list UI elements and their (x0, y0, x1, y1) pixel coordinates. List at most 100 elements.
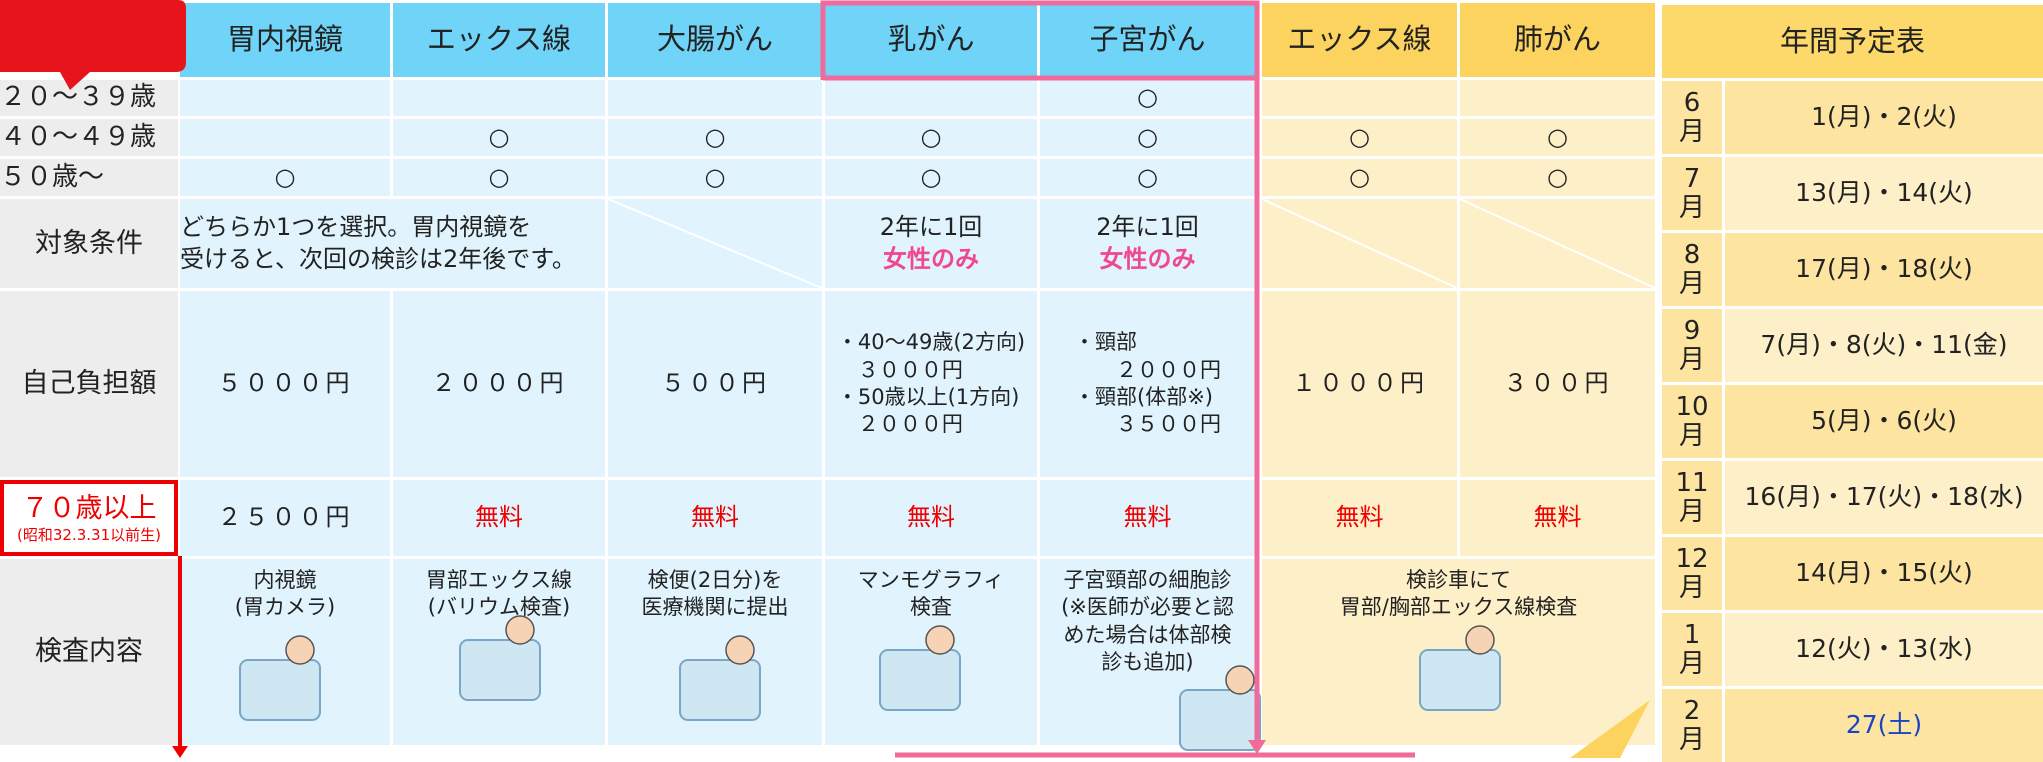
cell-text: ５００円 (661, 369, 769, 398)
empty-cell (1460, 80, 1655, 116)
month: 10 月 (1662, 385, 1722, 458)
cell-text: ○ (704, 162, 726, 191)
cell: マンモグラフィ 検査 (825, 559, 1037, 745)
column-header: エックス線 (1262, 3, 1457, 77)
cell: ○ (608, 119, 822, 156)
label-text: ４０～４９歳 (0, 121, 157, 152)
label-text: ７０歳以上 (21, 492, 157, 524)
cell: ○ (180, 159, 390, 196)
cell-text: ○ (1547, 162, 1568, 191)
empty-cell (180, 80, 390, 116)
row-label: 自己負担額 (0, 291, 178, 477)
cell-text: ○ (1547, 122, 1568, 151)
cell-text: 無料 (1533, 503, 1582, 532)
cell-text: ２０００円 (431, 369, 567, 398)
cell-text: 2年に1回 (879, 213, 983, 242)
label-text: 対象条件 (35, 227, 143, 259)
cell-text: ○ (704, 122, 726, 151)
cell: 検診車にて 胃部/胸部エックス線検査 (1262, 559, 1655, 745)
cell: 2年に1回 女性のみ (1040, 199, 1255, 288)
row-label: ２０～３９歳 (0, 80, 178, 116)
cell: 無料 (1460, 480, 1655, 556)
row-label: 検査内容 (0, 559, 178, 745)
cell: ○ (393, 119, 605, 156)
cell: ・頸部 ２０００円 ・頸部(体部※) ３５００円 (1040, 291, 1255, 477)
cell-text: ２５００円 (217, 503, 353, 532)
cell: ○ (1262, 159, 1457, 196)
cell-text: ○ (1137, 122, 1158, 151)
cell: 無料 (825, 480, 1037, 556)
cell-text: ○ (488, 162, 510, 191)
cell-note: 女性のみ (883, 244, 979, 273)
cell-text: １０００円 (1292, 369, 1427, 398)
cell-text: ・40～49歳(2方向) ３０００円 ・50歳以上(1方向) ２０００円 (836, 330, 1026, 437)
label-text: 自己負担額 (21, 368, 157, 400)
month: 6 月 (1662, 81, 1722, 154)
row-label: ４０～４９歳 (0, 119, 178, 156)
cell-text: 無料 (907, 503, 955, 532)
column-header: 大腸がん (608, 3, 822, 77)
label-text: ２０～３９歳 (0, 82, 157, 113)
cell: 内視鏡 (胃カメラ) (180, 559, 390, 745)
empty-cell (180, 119, 390, 156)
dates: 13(月)・14(火) (1725, 157, 2043, 230)
empty-cell (393, 80, 605, 116)
column-header: 子宮がん (1040, 3, 1255, 77)
cell-text: ○ (920, 122, 942, 151)
cell: １０００円 (1262, 291, 1457, 477)
label-text: ５０歳～ (0, 161, 105, 192)
cell: ○ (393, 159, 605, 196)
cell: ○ (1040, 159, 1255, 196)
empty-cell (1262, 80, 1457, 116)
column-header: エックス線 (393, 3, 605, 77)
cell: ○ (1040, 80, 1255, 116)
cell-text: 無料 (1335, 503, 1384, 532)
month: 9 月 (1662, 309, 1722, 382)
dates: 12(火)・13(水) (1725, 613, 2043, 686)
cell-text: マンモグラフィ 検査 (857, 568, 1005, 620)
cell-text: ○ (274, 162, 296, 191)
cell: 無料 (1262, 480, 1457, 556)
cell: ○ (608, 159, 822, 196)
row-label: ７０歳以上 (昭和32.3.31以前生) (0, 480, 178, 556)
schedule-title: 年間予定表 (1662, 5, 2043, 78)
cell-text: 検便(2日分)を 医療機関に提出 (641, 568, 789, 620)
cell: ○ (825, 119, 1037, 156)
dates: 7(月)・8(火)・11(金) (1725, 309, 2043, 382)
month: 12 月 (1662, 537, 1722, 610)
cell: ○ (1460, 119, 1655, 156)
cell: 無料 (608, 480, 822, 556)
empty-cell (1460, 199, 1655, 288)
empty-cell (608, 199, 822, 288)
cell: ５０００円 (180, 291, 390, 477)
cell-text: 無料 (1123, 503, 1172, 532)
arrow-head (172, 746, 188, 758)
cell-text: 無料 (475, 503, 523, 532)
dates: 27(土) (1725, 689, 2043, 762)
cell-text: 無料 (691, 503, 739, 532)
cell: ○ (1460, 159, 1655, 196)
cell-text: 検診車にて 胃部/胸部エックス線検査 (1339, 568, 1578, 620)
dates: 5(月)・6(火) (1725, 385, 2043, 458)
column-header: 乳がん (825, 3, 1037, 77)
cell-text: 内視鏡 (胃カメラ) (234, 568, 336, 620)
column-header: 肺がん (1460, 3, 1655, 77)
cell: 2年に1回 女性のみ (825, 199, 1037, 288)
cell: ○ (825, 159, 1037, 196)
month: 8 月 (1662, 233, 1722, 306)
cell: ３００円 (1460, 291, 1655, 477)
column-header: 胃内視鏡 (180, 3, 390, 77)
cell: 無料 (393, 480, 605, 556)
cell: ５００円 (608, 291, 822, 477)
month: 2 月 (1662, 689, 1722, 762)
cell-text: ○ (1349, 122, 1370, 151)
dates: 17(月)・18(火) (1725, 233, 2043, 306)
cell: ○ (1040, 119, 1255, 156)
note-text: 年度末年齢 (令和9年3月31日 時点での年齢)です。 (2, 0, 143, 54)
cell: 胃部エックス線 (バリウム検査) (393, 559, 605, 745)
empty-cell (1262, 199, 1457, 288)
cell-note: 女性のみ (1099, 244, 1196, 273)
row-label: ５０歳～ (0, 159, 178, 196)
cell-text: ・頸部 ２０００円 ・頸部(体部※) ３５００円 (1074, 330, 1221, 437)
